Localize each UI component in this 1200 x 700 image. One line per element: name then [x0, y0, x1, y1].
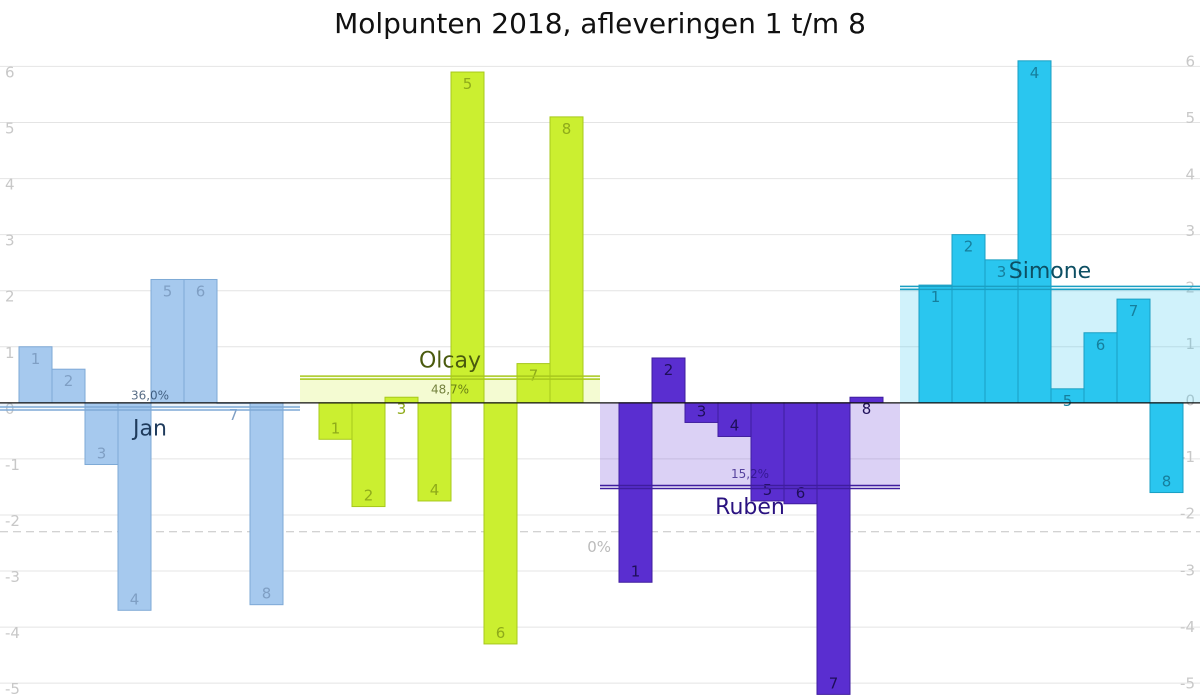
- bar: [618, 402, 653, 583]
- bar: [717, 402, 752, 437]
- bar-label: 7: [229, 406, 239, 424]
- bar-label: 5: [763, 481, 773, 499]
- bar: [351, 402, 386, 508]
- y-tick-left: 3: [5, 232, 15, 250]
- y-tick-left: -4: [5, 624, 20, 642]
- y-tick-left: 6: [5, 63, 15, 81]
- bar: [249, 402, 284, 606]
- y-tick-right: 6: [1185, 52, 1195, 70]
- bar-label: 4: [130, 590, 140, 608]
- bar-label: 4: [730, 416, 740, 434]
- bar-label: 2: [364, 487, 374, 505]
- average-percentage-label: 15,2%: [731, 467, 769, 481]
- series-name-label: Simone: [1009, 259, 1091, 284]
- series-group-simone: 1 2 3 4 5 6 7 8: [900, 60, 1200, 494]
- bar: [549, 116, 584, 404]
- y-tick-left: 4: [5, 176, 15, 194]
- bar-label: 1: [931, 288, 941, 306]
- axis-ticks: 6 5 4 3 2 1 0 -1 -2 -3 -4 -5 6 5 4 3 2 1 0 -1 -2 -3 -4 -5: [5, 52, 1195, 698]
- bar-label: 6: [1096, 336, 1106, 354]
- bar: [1017, 60, 1052, 404]
- bar-label: 5: [163, 282, 173, 300]
- bar: [150, 278, 185, 404]
- bar-label: 6: [196, 282, 206, 300]
- bar: [318, 402, 353, 440]
- series-name-label: Jan: [131, 416, 167, 441]
- bar-label: 3: [997, 263, 1007, 281]
- bar: [951, 234, 986, 404]
- series-labels: Jan 36,0% Olcay 48,7% Ruben 15,2% Simone 0%: [131, 259, 1091, 556]
- series-group-ruben: 1 2 3 4 5 6 7 8: [600, 357, 900, 695]
- bar-label: 3: [397, 400, 407, 418]
- bar-label: 3: [697, 402, 707, 420]
- bar: [51, 368, 86, 404]
- bar-label: 2: [664, 361, 674, 379]
- bar-label: 8: [562, 120, 572, 138]
- bar: [417, 402, 452, 502]
- bar-label: 8: [862, 400, 872, 418]
- threshold-label: 0%: [587, 538, 611, 556]
- bar-label: 5: [463, 75, 473, 93]
- bar-label: 2: [964, 238, 974, 256]
- bar: [750, 402, 785, 502]
- series-group-jan: 1 2 3 4 5 6 7 8: [0, 278, 300, 611]
- y-tick-left: 2: [5, 288, 15, 306]
- y-tick-right: 0: [1185, 392, 1195, 410]
- bar: [450, 71, 485, 404]
- bar-label: 6: [796, 484, 806, 502]
- bar-label: 6: [496, 624, 506, 642]
- bar-label: 8: [1162, 473, 1172, 491]
- series-name-label: Ruben: [715, 495, 785, 520]
- bar: [117, 402, 152, 611]
- bar: [816, 402, 851, 695]
- y-tick-left: 0: [5, 400, 15, 418]
- bar-label: 8: [262, 585, 272, 603]
- average-percentage-label: 48,7%: [431, 383, 469, 397]
- bar-label: 4: [1030, 64, 1040, 82]
- y-tick-left: 1: [5, 344, 15, 362]
- y-tick-right: -5: [1180, 674, 1195, 692]
- y-tick-right: 1: [1185, 335, 1195, 353]
- bar-label: 1: [631, 562, 641, 580]
- y-tick-right: -3: [1180, 561, 1195, 579]
- bar-label: 3: [97, 445, 107, 463]
- series-groups: 12345678123456781234567812345678: [0, 60, 1200, 695]
- y-tick-left: -2: [5, 512, 20, 530]
- bar-label: 7: [1129, 302, 1139, 320]
- y-tick-right: 5: [1185, 109, 1195, 127]
- average-percentage-label: 36,0%: [131, 388, 169, 402]
- bar-label: 4: [430, 481, 440, 499]
- y-tick-right: 4: [1185, 165, 1195, 183]
- bar: [483, 402, 518, 645]
- y-tick-right: 2: [1185, 279, 1195, 297]
- y-tick-left: -1: [5, 456, 20, 474]
- y-tick-right: -2: [1180, 505, 1195, 523]
- bar-label: 5: [1063, 392, 1073, 410]
- bar: [1149, 402, 1184, 494]
- bar-label: 7: [829, 674, 839, 692]
- bar-label: 1: [31, 350, 41, 368]
- bar: [783, 402, 818, 505]
- y-tick-left: -3: [5, 568, 20, 586]
- y-tick-right: 3: [1185, 222, 1195, 240]
- series-name-label: Olcay: [419, 349, 481, 374]
- bar-label: 1: [331, 419, 341, 437]
- y-tick-right: -1: [1180, 448, 1195, 466]
- y-tick-left: -5: [5, 680, 20, 698]
- y-tick-left: 5: [5, 119, 15, 137]
- bar: [516, 363, 551, 404]
- y-tick-right: -4: [1180, 618, 1195, 636]
- bar-label: 2: [64, 372, 74, 390]
- chart-title: Molpunten 2018, afleveringen 1 t/m 8: [334, 7, 866, 40]
